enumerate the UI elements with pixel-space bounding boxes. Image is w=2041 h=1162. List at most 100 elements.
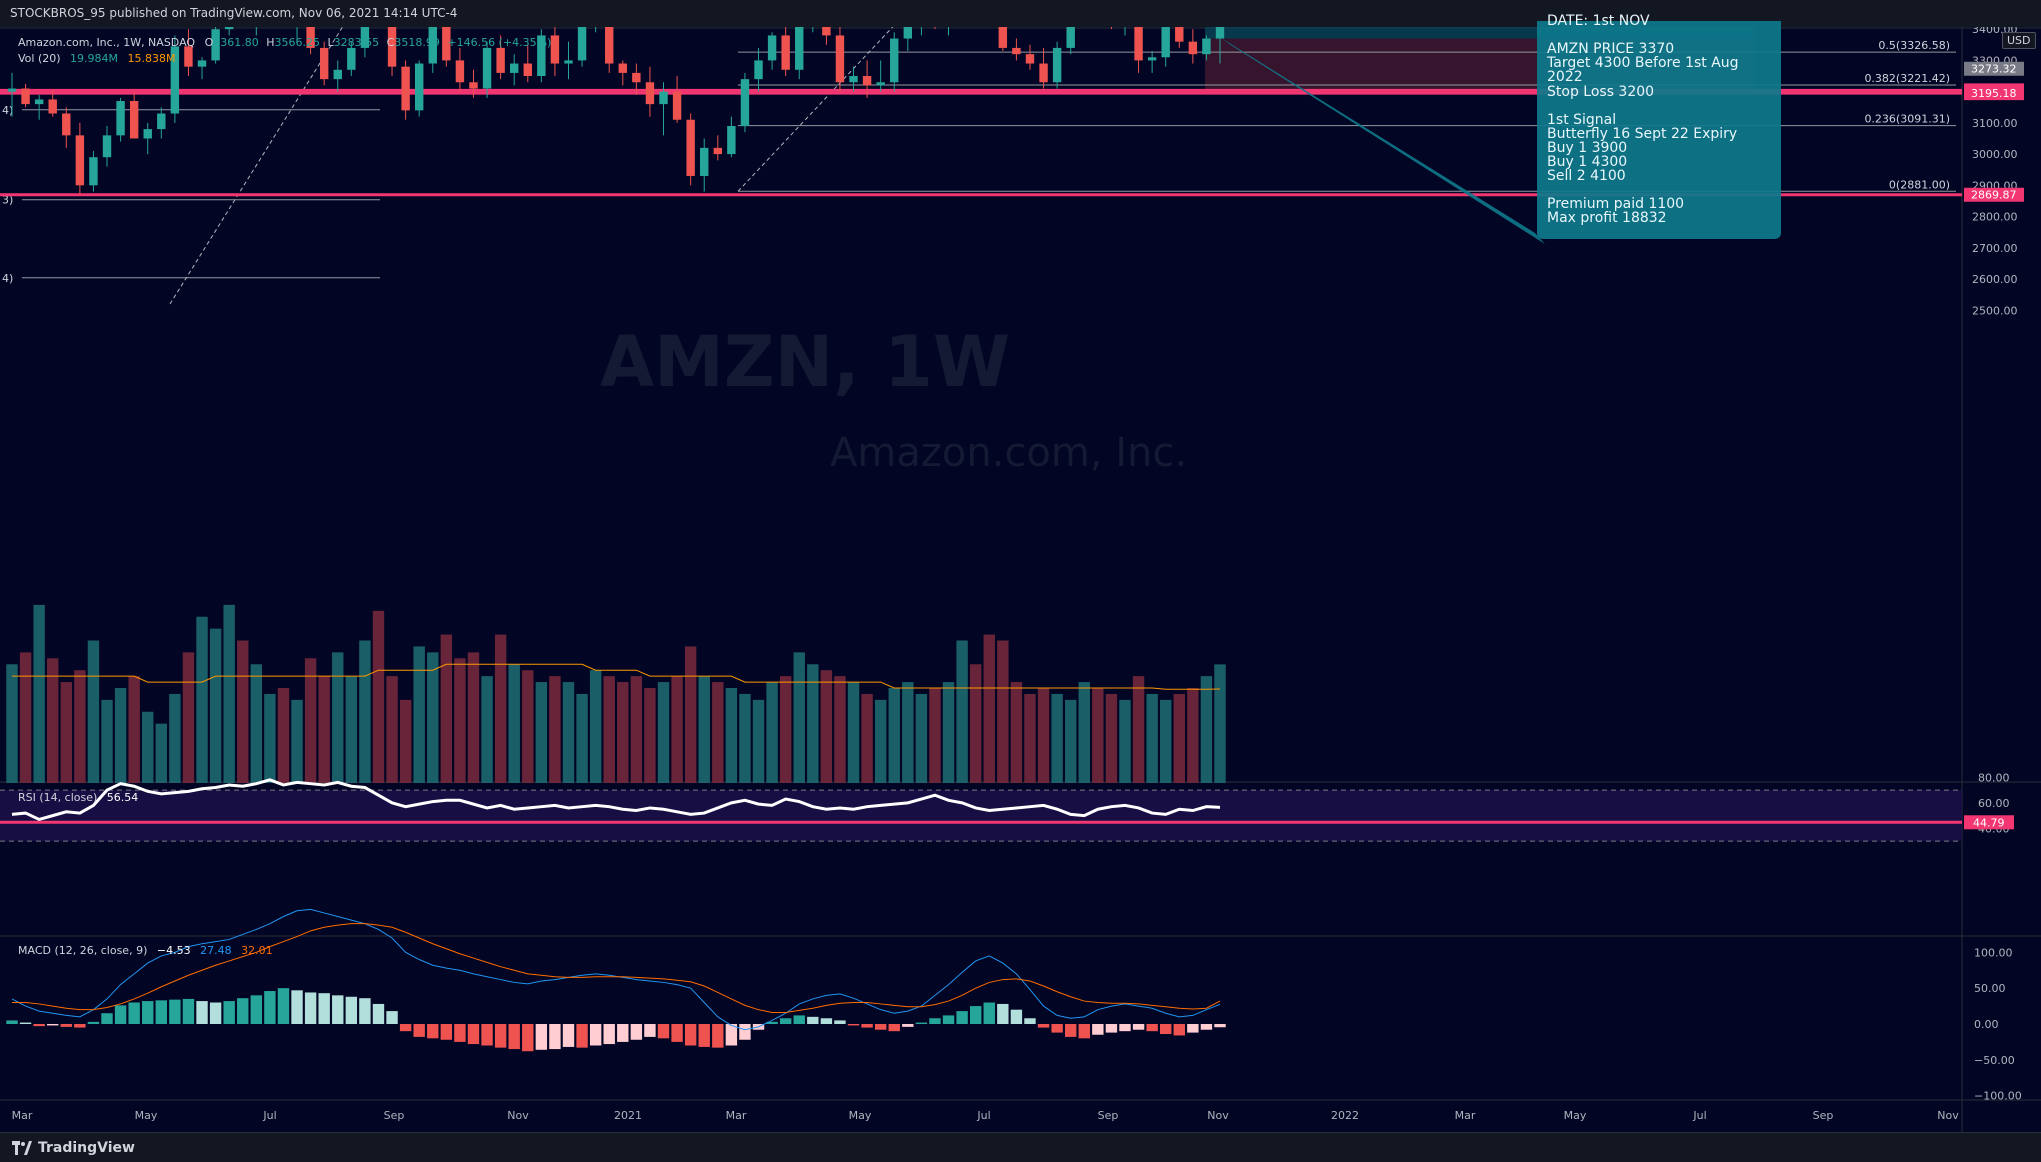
price-badge	[1964, 86, 2024, 101]
time-axis-label: May	[849, 1109, 872, 1122]
candle-body	[523, 63, 532, 77]
candle-body	[129, 101, 139, 139]
volume-bar	[589, 670, 602, 783]
macd-histogram-bar	[264, 991, 276, 1024]
note-callout[interactable]	[1537, 21, 1781, 239]
candle-body	[605, 27, 614, 64]
note-line: Max profit 18832	[1547, 210, 1667, 227]
macd-histogram-bar	[508, 1024, 520, 1050]
candle-body	[21, 88, 30, 105]
volume-bar	[915, 693, 928, 783]
time-axis-label: Sep	[1098, 1109, 1119, 1122]
time-axis-label: Jul	[976, 1109, 990, 1122]
price-tick: 3000.00	[1972, 148, 2018, 161]
volume-bar	[779, 676, 792, 783]
macd-histogram-bar	[997, 1003, 1009, 1024]
volume-bar	[603, 676, 615, 783]
macd-histogram-bar	[318, 993, 330, 1024]
volume-bar	[997, 640, 1009, 783]
volume-bar	[1173, 693, 1185, 783]
candle-body	[645, 82, 655, 105]
candle-body	[455, 60, 465, 83]
macd-histogram-bar	[1010, 1009, 1023, 1024]
macd-histogram-bar	[983, 1002, 995, 1024]
candle-body	[1052, 47, 1062, 83]
volume-bar	[454, 658, 466, 783]
macd-histogram-bar	[549, 1024, 561, 1050]
macd-histogram-bar	[1051, 1024, 1063, 1033]
candle-body	[116, 101, 125, 136]
macd-histogram-bar	[1105, 1024, 1118, 1033]
tradingview-logo[interactable]: TradingView	[12, 1140, 135, 1156]
symbol-legend[interactable]: Amazon.com, Inc., 1W, NASDAQ O3361.80 H3…	[18, 36, 551, 49]
macd-histogram-bar	[372, 1003, 385, 1024]
volume-bar	[739, 693, 751, 783]
volume-bar	[87, 640, 100, 783]
macd-legend[interactable]: MACD (12, 26, close, 9) −4.53 27.48 32.0…	[18, 944, 273, 957]
volume-bar	[807, 664, 819, 783]
time-axis-label: Sep	[384, 1109, 405, 1122]
volume-bar	[332, 652, 344, 783]
candle-body	[862, 76, 872, 86]
volume-bar	[223, 604, 235, 783]
candle-body	[550, 35, 560, 64]
macd-histogram-bar	[562, 1024, 575, 1047]
candle-body	[360, 27, 370, 48]
macd-histogram-bar	[1024, 1018, 1036, 1024]
volume-bar	[33, 604, 45, 783]
change-value: +146.56 (+4.35%)	[447, 36, 552, 49]
candle-body	[1161, 27, 1170, 58]
macd-histogram-bar	[589, 1024, 602, 1046]
volume-bar	[467, 652, 480, 783]
volume-bar	[74, 670, 86, 783]
publisher-line: STOCKBROS_95 published on TradingView.co…	[10, 6, 458, 20]
rsi-legend[interactable]: RSI (14, close) 56.54	[18, 791, 138, 804]
macd-histogram-bar	[1037, 1024, 1050, 1028]
macd-histogram-bar	[399, 1024, 412, 1032]
candle-body	[740, 79, 750, 126]
candle-body	[1134, 27, 1143, 61]
fib-level-label: 0.236(3091.31)	[1864, 113, 1950, 126]
candle-body	[876, 82, 885, 86]
currency-badge[interactable]: USD	[2002, 32, 2036, 49]
volume-bar	[114, 688, 127, 783]
volume-bar	[630, 676, 643, 783]
price-badge-text: 3273.32	[1971, 63, 2017, 76]
volume-bar	[684, 646, 697, 783]
volume-bar	[372, 610, 385, 783]
volume-bar	[942, 682, 955, 783]
volume-legend[interactable]: Vol (20) 19.984M 15.838M	[18, 52, 176, 65]
note-line: Sell 2 4100	[1547, 168, 1626, 185]
note-line: 1st Signal	[1547, 111, 1617, 128]
price-badge	[1964, 61, 2024, 76]
time-axis-label: Nov	[507, 1109, 529, 1122]
candle-body	[401, 66, 410, 111]
price-badge	[1964, 187, 2024, 202]
candle-body	[48, 99, 57, 114]
candle-body	[618, 63, 627, 73]
left-fib-label: 4)	[2, 272, 13, 285]
volume-bar	[725, 688, 738, 783]
candle-body	[62, 113, 71, 136]
volume-bar	[19, 652, 32, 783]
price-tick: 3100.00	[1972, 117, 2018, 130]
volume-bar	[847, 682, 860, 783]
macd-histogram-bar	[956, 1011, 968, 1024]
rsi-tick: 60.00	[1978, 797, 2010, 810]
volume-bar	[386, 676, 398, 783]
macd-histogram-bar	[454, 1024, 466, 1042]
macd-histogram-bar	[101, 1013, 113, 1024]
volume-bar	[318, 676, 330, 783]
volume-bar	[60, 682, 72, 783]
volume-bar	[1132, 676, 1145, 783]
macd-histogram-bar	[793, 1015, 805, 1024]
candle-body	[102, 135, 112, 158]
volume-bar	[142, 711, 154, 783]
volume-bar	[1105, 693, 1118, 783]
candle-body	[1039, 63, 1048, 83]
volume-bar	[1037, 688, 1050, 783]
macd-histogram-bar	[1078, 1024, 1090, 1039]
macd-line-value: 27.48	[200, 944, 232, 957]
time-axis-label: May	[135, 1109, 158, 1122]
